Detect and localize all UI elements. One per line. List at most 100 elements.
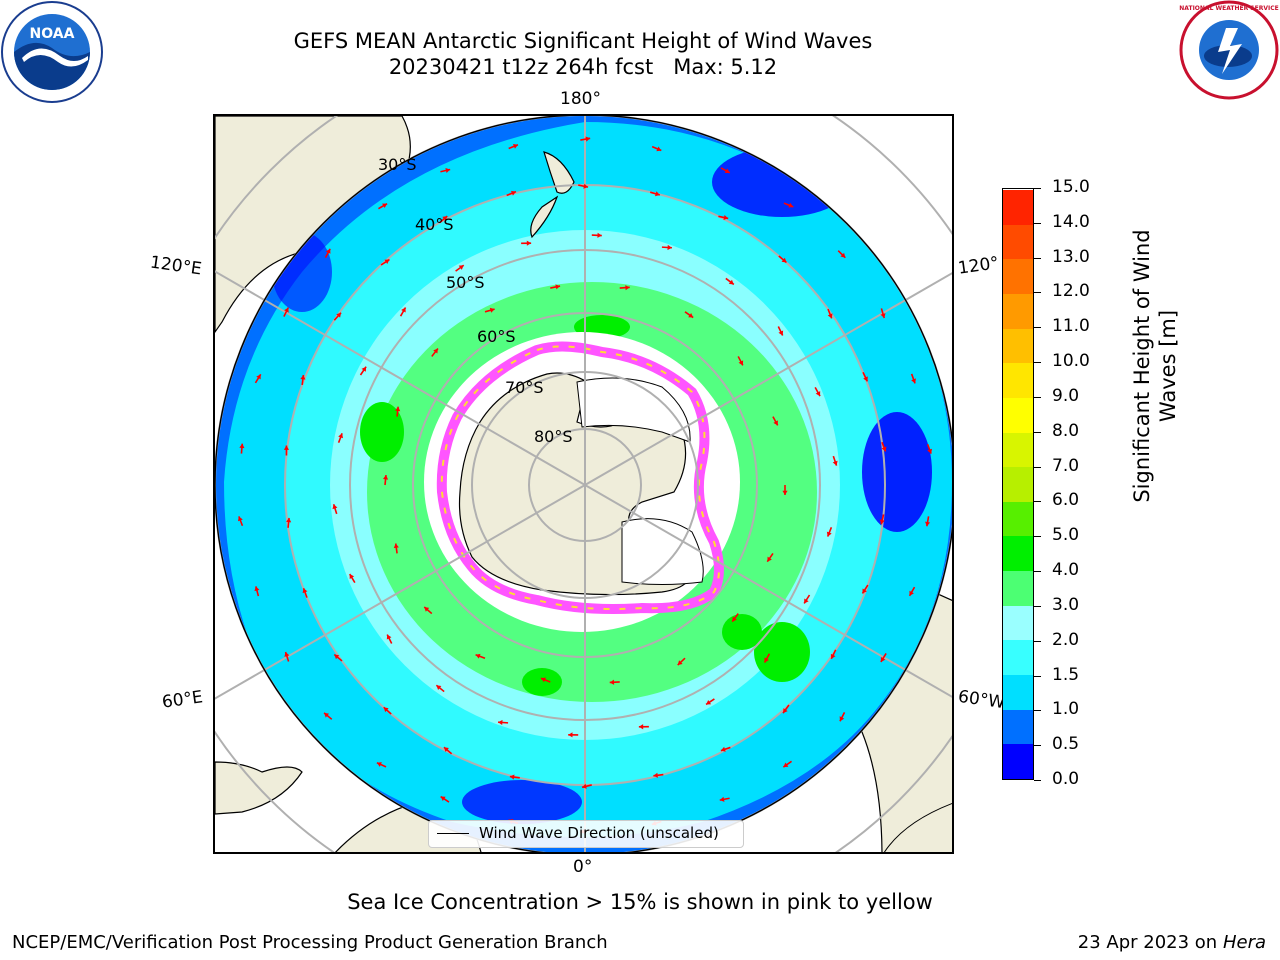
wave-direction-arrowhead — [526, 240, 532, 246]
wave-direction-arrowhead — [475, 653, 481, 659]
wave-direction-arrowhead — [720, 746, 726, 752]
wave-direction-arrowhead — [555, 284, 561, 290]
wave-direction-arrowhead — [334, 654, 340, 660]
wave-direction-arrowhead — [239, 443, 245, 449]
wave-direction-arrowhead — [509, 774, 515, 780]
colorbar-tick-mark — [1034, 605, 1041, 607]
map-subtitle: 20230421 t12z 264h fcst Max: 5.12 — [388, 55, 778, 79]
colorbar-segment — [1003, 605, 1033, 641]
colorbar-tick-label: 1.5 — [1052, 664, 1080, 685]
wave-direction-arrowhead — [254, 586, 260, 592]
wave-direction-arrowhead — [324, 712, 330, 718]
wave-direction-arrowhead — [656, 146, 662, 152]
wave-direction-arrowhead — [302, 588, 308, 594]
wave-direction-arrowhead — [382, 203, 388, 209]
wave-direction-arrowhead — [909, 590, 914, 596]
lon-label-180: 180° — [560, 89, 601, 109]
wave-direction-arrowhead — [512, 143, 518, 149]
wave-direction-arrowhead — [840, 252, 846, 258]
wave-direction-arrowhead — [781, 257, 787, 263]
colorbar-tick-label: 2.0 — [1052, 629, 1080, 650]
polar-map: 30°S 40°S 50°S 60°S 70°S 80°S Wind Wave … — [213, 114, 954, 854]
wave-direction-arrowhead — [384, 259, 390, 265]
colorbar-tick-mark — [1034, 466, 1041, 468]
wave-direction-arrowhead — [284, 652, 290, 657]
lat-label-60s: 60°S — [477, 327, 516, 346]
colorbar-segment — [1003, 397, 1033, 433]
lat-label-30s: 30°S — [378, 155, 417, 174]
colorbar-tick-mark — [1034, 501, 1041, 503]
colorbar-tick-label: 11.0 — [1052, 316, 1090, 337]
map-legend: Wind Wave Direction (unscaled) — [428, 820, 744, 848]
wave-direction-arrowhead — [925, 521, 931, 527]
wave-direction-arrowhead — [237, 516, 243, 522]
colorbar-tick-label: 7.0 — [1052, 455, 1080, 476]
colorbar-tick-label: 5.0 — [1052, 525, 1080, 546]
machine-name: Hera — [1222, 932, 1266, 953]
colorbar-segment — [1003, 570, 1033, 606]
wave-direction-arrowhead — [815, 391, 821, 397]
wave-direction-arrowhead — [782, 490, 788, 495]
legend-line-swatch — [437, 833, 469, 834]
wave-direction-arrowhead — [540, 677, 546, 683]
lon-label-60e: 60°E — [160, 687, 205, 713]
lon-label-0: 0° — [573, 857, 593, 877]
wave-direction-arrowhead — [783, 708, 788, 714]
wave-direction-arrowhead — [719, 796, 725, 802]
wave-direction-arrowhead — [440, 796, 446, 802]
wave-direction-arrowhead — [433, 348, 438, 354]
wave-direction-arrowhead — [338, 433, 344, 439]
colorbar-tick-mark — [1034, 257, 1041, 259]
run-date-text: 23 Apr 2023 on — [1077, 932, 1223, 953]
wave-direction-arrowhead — [383, 475, 389, 480]
colorbar-tick-mark — [1034, 640, 1041, 642]
wave-direction-arrowhead — [585, 136, 591, 142]
colorbar-tick-label: 9.0 — [1052, 385, 1080, 406]
colorbar-segment — [1003, 224, 1033, 260]
wave-direction-arrowhead — [609, 679, 615, 685]
wave-direction-arrowhead — [767, 556, 772, 562]
wave-direction-arrowhead — [688, 312, 694, 318]
wave-direction-arrowhead — [284, 307, 289, 313]
colorbar-segment — [1003, 674, 1033, 710]
colorbar-segment — [1003, 743, 1033, 779]
colorbar-segment — [1003, 709, 1033, 745]
colorbar-tick-label: 0.5 — [1052, 734, 1080, 755]
wave-direction-arrowhead — [376, 762, 382, 767]
wave-direction-arrowhead — [880, 313, 886, 319]
colorbar-tick-mark — [1034, 362, 1041, 364]
sea-ice-note: Sea Ice Concentration > 15% is shown in … — [347, 890, 933, 914]
colorbar-segment — [1003, 639, 1033, 676]
wave-direction-arrowhead — [638, 724, 644, 730]
colorbar-segment — [1003, 501, 1033, 537]
wave-direction-arrowhead — [804, 598, 809, 604]
wave-direction-arrowhead — [349, 574, 355, 580]
wave-direction-arrowhead — [332, 504, 338, 510]
wave-direction-arrowhead — [325, 248, 331, 254]
wave-direction-arrowhead — [773, 420, 778, 426]
wave-direction-arrowhead — [386, 634, 392, 640]
lat-label-80s: 80°S — [534, 427, 573, 446]
wave-direction-arrowhead — [597, 232, 602, 238]
wave-direction-arrowhead — [489, 307, 495, 313]
colorbar-tick-mark — [1034, 780, 1041, 781]
colorbar-tick-mark — [1034, 431, 1041, 433]
colorbar-tick-mark — [1034, 396, 1041, 398]
colorbar-tick-label: 4.0 — [1052, 560, 1080, 581]
map-title: GEFS MEAN Antarctic Significant Height o… — [293, 29, 873, 53]
lat-label-50s: 50°S — [446, 273, 485, 292]
legend-label: Wind Wave Direction (unscaled) — [479, 824, 719, 842]
new-zealand-land — [530, 151, 575, 239]
run-date: 23 Apr 2023 on Hera — [1078, 932, 1266, 953]
wave-direction-arrowhead — [286, 517, 292, 523]
nws-logo: NATIONAL WEATHER SERVICE — [1179, 0, 1279, 100]
wave-direction-arrowhead — [881, 446, 887, 452]
wave-direction-arrowhead — [445, 167, 451, 173]
colorbar-tick-mark — [1034, 745, 1041, 747]
wave-direction-arrowhead — [863, 376, 868, 382]
colorbar-tick-label: 8.0 — [1052, 420, 1080, 441]
lat-label-40s: 40°S — [415, 215, 454, 234]
colorbar-tick-label: 10.0 — [1052, 351, 1090, 372]
wave-direction-arrowhead — [442, 216, 448, 221]
colorbar-tick-mark — [1034, 188, 1041, 189]
